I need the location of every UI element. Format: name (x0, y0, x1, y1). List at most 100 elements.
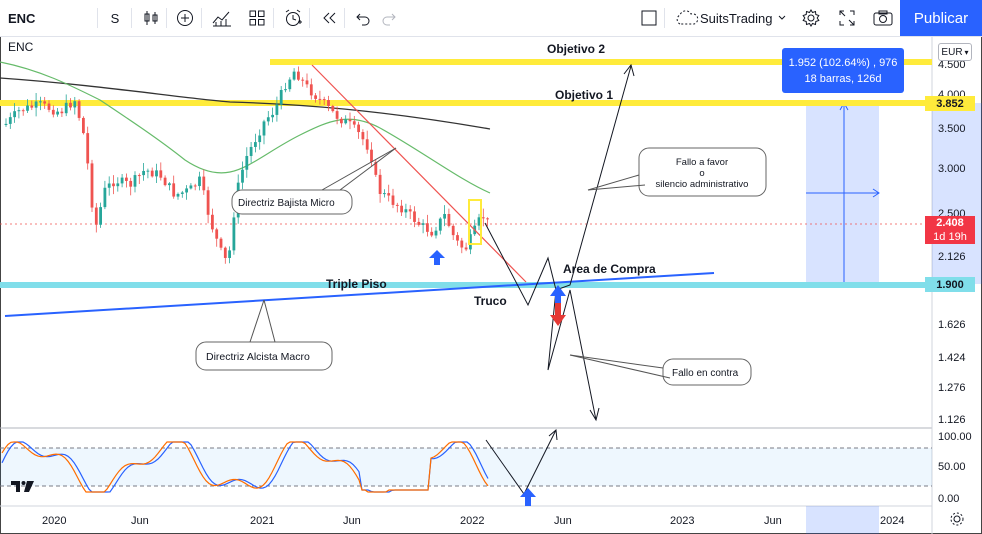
candle-body (395, 204, 399, 206)
candle-body (150, 170, 154, 177)
truco-label: Truco (474, 294, 507, 308)
toolbar-divider (131, 8, 132, 28)
bullish-trendline[interactable] (4, 272, 715, 317)
candle-body (361, 132, 365, 140)
time-tick: Jun (131, 515, 149, 527)
price-tick: 1.126 (938, 414, 966, 426)
callout-pointer (339, 147, 397, 191)
measure-time-highlight (806, 506, 879, 534)
layouts-grid-icon[interactable] (246, 0, 268, 36)
time-tick: Jun (764, 515, 782, 527)
candle-body (348, 119, 352, 122)
candle-body (309, 84, 313, 96)
objetivo2-line[interactable] (270, 59, 932, 65)
chart-settings-gear-icon[interactable] (950, 512, 964, 526)
add-indicator-icon[interactable] (174, 0, 196, 36)
chart-symbol-label: ENC (8, 40, 34, 54)
time-tick: 2020 (42, 515, 66, 527)
candle-body (82, 117, 85, 134)
toolbar-divider (664, 8, 665, 28)
triple-piso-label: Triple Piso (326, 277, 387, 291)
price-chart[interactable]: Objetivo 2 Objetivo 1 Triple Piso Area d… (0, 37, 982, 534)
time-axis[interactable]: 2020 Jun 2021 Jun 2022 Jun 2023 Jun 2024 (42, 515, 904, 527)
settings-gear-icon[interactable] (798, 0, 824, 36)
callout-pointer (569, 354, 664, 369)
candle-body (60, 111, 64, 114)
alert-clock-icon[interactable] (281, 0, 305, 36)
candle-body (73, 101, 77, 108)
fullscreen-icon[interactable] (835, 0, 859, 36)
candle-body (219, 238, 223, 248)
camera-snapshot-icon[interactable] (870, 0, 896, 36)
chart-type-candles-icon[interactable] (140, 0, 162, 36)
callout-pointer (321, 147, 397, 191)
candle-body (129, 180, 133, 187)
interval-button[interactable]: S (110, 10, 120, 26)
publish-button[interactable]: Publicar (900, 0, 982, 36)
candle-body (172, 183, 176, 197)
candle-body (357, 124, 360, 133)
fullscreen-select-icon[interactable] (638, 0, 660, 36)
directriz-alcista-callout[interactable] (195, 341, 333, 371)
candle-body (344, 119, 348, 124)
oscillator-arrow-icon (548, 428, 558, 441)
price-tick: 3.000 (938, 163, 966, 175)
candle-body (21, 110, 25, 112)
time-tick: 2022 (460, 515, 484, 527)
candle-body (262, 121, 266, 136)
candlestick-series (4, 66, 489, 264)
price-tick: 1.424 (938, 352, 966, 364)
candle-body (279, 90, 283, 105)
projection-path-down[interactable] (547, 289, 597, 421)
oscillator-axis: 100.00 50.00 0.00 (938, 431, 972, 505)
candle-body (56, 111, 59, 115)
triple-piso-line[interactable] (0, 282, 932, 288)
candle-body (477, 217, 481, 226)
fallo-contra-callout[interactable] (662, 358, 752, 386)
symbol-search-button[interactable]: ENC (8, 10, 36, 26)
fallo-favor-callout[interactable] (638, 147, 767, 197)
candle-body (365, 139, 369, 150)
candle-body (146, 170, 150, 172)
undo-icon[interactable] (352, 0, 374, 36)
toolbar-divider (201, 8, 202, 28)
directriz-bajista-callout[interactable] (231, 189, 353, 215)
time-tick: Jun (554, 515, 572, 527)
candle-body (249, 146, 253, 156)
candle-body (120, 177, 124, 184)
candle-body (202, 176, 206, 191)
fallo-favor-text-3: silencio administrativo (656, 179, 749, 190)
callout-pointer (569, 354, 671, 379)
redo-icon[interactable] (378, 0, 400, 36)
replay-icon[interactable] (318, 0, 340, 36)
indicators-icon[interactable] (210, 0, 234, 36)
candle-body (370, 149, 373, 162)
candle-body (426, 223, 429, 232)
candle-body (447, 213, 451, 226)
candle-body (206, 190, 210, 215)
projection-path-up[interactable] (484, 65, 632, 307)
candle-body (460, 240, 464, 248)
candle-body (464, 247, 468, 250)
candle-body (443, 213, 446, 219)
tradingview-logo[interactable] (10, 478, 40, 496)
candle-body (232, 217, 236, 251)
highlight-box[interactable] (468, 199, 482, 245)
candle-body (51, 109, 55, 115)
price-axis[interactable]: 4.500 4.000 3.500 3.000 2.500 2.126 1.62… (938, 59, 966, 426)
objetivo1-line[interactable] (0, 100, 932, 106)
currency-selector[interactable]: EUR ▾ (938, 43, 972, 61)
candle-body (335, 111, 339, 119)
candle-body (142, 170, 145, 176)
toolbar-divider (97, 8, 98, 28)
bearish-trendline[interactable] (311, 64, 527, 283)
candle-body (155, 170, 158, 177)
chevron-down-icon[interactable] (774, 0, 790, 36)
candle-body (168, 183, 171, 186)
candle-body (318, 98, 322, 100)
area-compra-label: Area de Compra (563, 262, 656, 276)
objetivo2-label: Objetivo 2 (547, 42, 605, 56)
layout-name-button[interactable]: SuitsTrading (700, 10, 773, 26)
candle-body (284, 89, 287, 91)
candle-body (322, 99, 326, 101)
